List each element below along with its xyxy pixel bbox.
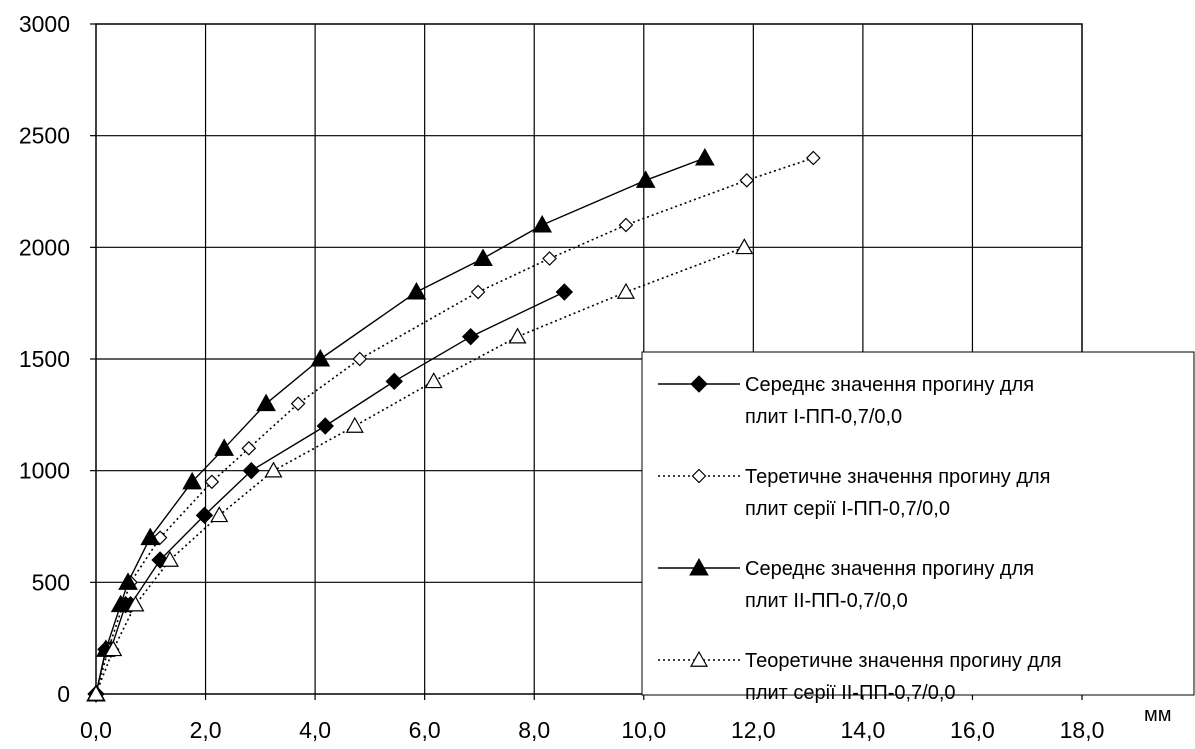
- data-point: [616, 282, 636, 299]
- x-tick-label: 8,0: [518, 717, 550, 743]
- legend-label: Теоретичне значення прогину для: [745, 650, 1062, 672]
- data-point: [508, 327, 527, 344]
- data-point: [352, 351, 368, 367]
- data-point: [406, 281, 427, 300]
- series-line: [95, 157, 706, 695]
- legend-label: плит І-ПП-0,7/0,0: [745, 406, 902, 428]
- data-point: [739, 172, 755, 188]
- data-point: [310, 348, 331, 367]
- series-1: [87, 283, 574, 703]
- legend-entry-2: Теретичне значення прогину для плит серії…: [658, 466, 1051, 520]
- x-tick-label: 14,0: [841, 717, 886, 743]
- data-point: [555, 283, 574, 301]
- legend-label: Середнє значення прогину для: [745, 558, 1034, 580]
- data-point: [110, 594, 131, 613]
- data-point: [805, 150, 821, 166]
- legend-marker: [689, 650, 709, 667]
- data-point: [195, 506, 214, 525]
- legend-entry-3: Середнє значення прогину для плит ІІ-ПП-0…: [658, 557, 1034, 612]
- data-point: [473, 248, 493, 267]
- y-tick-label: 500: [32, 569, 70, 595]
- grid: [95, 23, 1083, 695]
- series-3: [86, 147, 715, 702]
- legend-entry-4: Теоретичне значення прогину для плит сері…: [658, 650, 1062, 704]
- y-tick-label: 1500: [19, 346, 70, 372]
- legend-label: Теретичне значення прогину для: [745, 466, 1051, 488]
- legend-marker: [691, 468, 707, 484]
- data-point: [735, 238, 754, 255]
- data-point: [264, 461, 283, 478]
- data-point: [316, 417, 334, 435]
- data-point: [290, 396, 306, 412]
- data-point: [345, 416, 364, 433]
- data-point: [140, 527, 161, 546]
- data-point: [214, 438, 235, 456]
- x-tick-label: 6,0: [409, 717, 441, 743]
- data-point: [256, 393, 276, 412]
- data-point: [242, 461, 261, 480]
- data-point: [126, 595, 145, 612]
- data-point: [470, 284, 486, 300]
- series-4: [86, 238, 754, 701]
- data-point: [182, 471, 202, 490]
- series-layer: [86, 147, 821, 703]
- data-point: [461, 327, 480, 346]
- x-tick-label: 18,0: [1060, 717, 1105, 743]
- data-point: [204, 474, 220, 490]
- data-point: [424, 372, 443, 389]
- data-point: [241, 440, 257, 456]
- legend-marker: [689, 557, 709, 576]
- data-point: [695, 147, 715, 166]
- x-tick-label: 10,0: [621, 717, 666, 743]
- x-tick-label: 16,0: [950, 717, 995, 743]
- legend-label: плит серії І-ПП-0,7/0,0: [745, 498, 950, 520]
- x-tick-label: 4,0: [299, 717, 331, 743]
- legend-label: плит серії ІІ-ПП-0,7/0,0: [745, 682, 956, 704]
- data-point: [118, 572, 138, 590]
- data-point: [104, 640, 123, 657]
- data-point: [635, 170, 656, 188]
- data-point: [160, 550, 179, 567]
- y-axis-ticks: 0 500 1000 1500 2000 2500 3000: [19, 11, 96, 707]
- legend-label: Середнє значення прогину для: [745, 374, 1034, 396]
- x-tick-label: 2,0: [190, 717, 222, 743]
- data-point: [542, 251, 557, 266]
- legend-entry-1: Середнє значення прогину для плит І-ПП-0,…: [658, 374, 1034, 428]
- data-point: [532, 214, 553, 233]
- x-tick-label: 12,0: [731, 717, 776, 743]
- legend: Середнє значення прогину для плит І-ПП-0,…: [641, 351, 1195, 704]
- y-tick-label: 2500: [19, 123, 70, 149]
- data-point: [618, 217, 634, 233]
- x-tick-label: 0,0: [80, 717, 112, 743]
- data-point: [385, 372, 403, 391]
- y-tick-label: 0: [57, 681, 70, 707]
- y-tick-label: 3000: [19, 11, 70, 37]
- x-axis-ticks: 0,0 2,0 4,0 6,0 8,0 10,0 12,0 14,0 16,0 18,0: [80, 694, 1104, 743]
- data-point: [86, 684, 106, 701]
- legend-label: плит ІІ-ПП-0,7/0,0: [745, 590, 908, 612]
- y-tick-label: 1000: [19, 458, 70, 484]
- x-axis-unit: мм: [1144, 704, 1172, 726]
- legend-box: [641, 351, 1195, 696]
- legend-marker: [690, 375, 708, 393]
- data-point: [210, 506, 229, 523]
- y-tick-label: 2000: [19, 234, 70, 260]
